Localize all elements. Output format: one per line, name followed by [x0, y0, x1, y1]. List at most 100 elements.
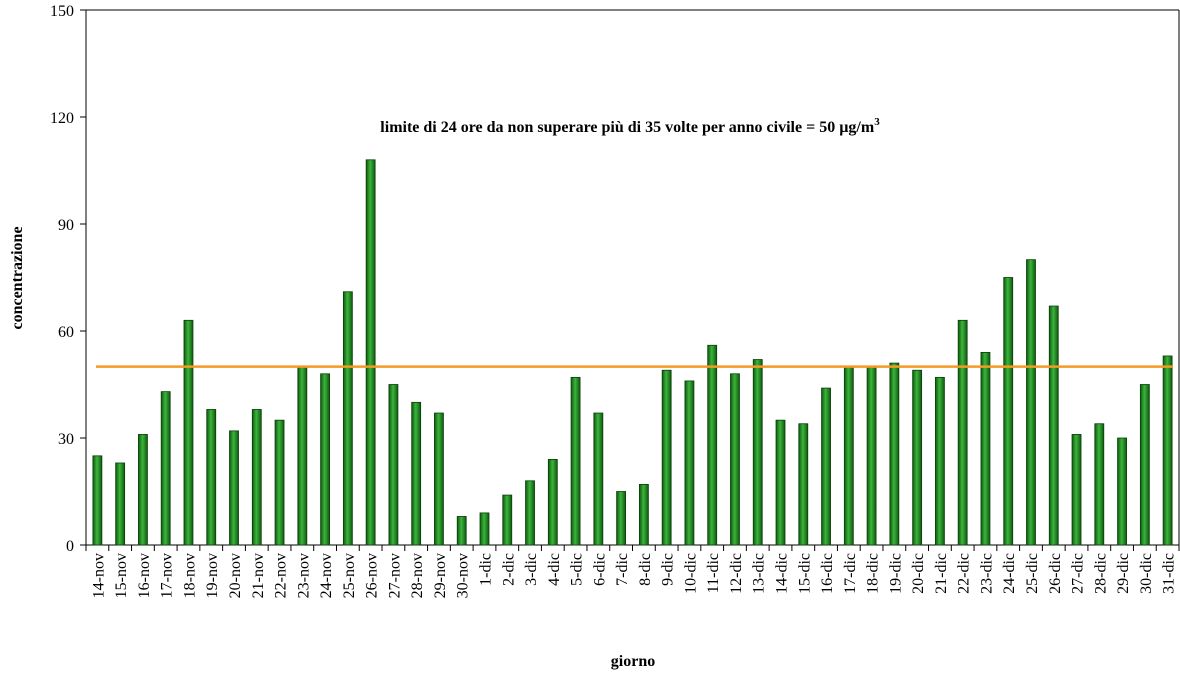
bar: [1003, 277, 1014, 546]
bar: [297, 366, 308, 546]
x-tick-label: 4-dic: [546, 553, 563, 586]
x-tick-label: 17-dic: [842, 553, 859, 594]
bar: [525, 480, 535, 546]
bar: [775, 419, 786, 546]
x-tick-label: 8-dic: [637, 553, 654, 586]
y-tick-label: 0: [66, 538, 74, 555]
x-tick-label: 21-dic: [933, 553, 950, 594]
x-tick-label: 19-dic: [887, 553, 904, 594]
bar: [1139, 384, 1150, 546]
x-tick-label: 29-nov: [432, 553, 449, 598]
bar: [730, 373, 740, 546]
x-tick-label: 20-dic: [910, 553, 927, 594]
bar: [274, 419, 285, 546]
bar: [388, 384, 399, 546]
x-tick-label: 24-nov: [318, 553, 335, 598]
bar: [547, 458, 558, 546]
x-tick-label: 3-dic: [523, 553, 540, 586]
x-tick-label: 27-dic: [1070, 553, 1087, 594]
x-tick-label: 28-dic: [1092, 553, 1109, 594]
x-tick-label: 11-dic: [705, 553, 722, 593]
x-tick-label: 13-dic: [751, 553, 768, 594]
x-tick-label: 14-nov: [90, 553, 107, 598]
x-tick-label: 25-dic: [1024, 553, 1041, 594]
bar: [1026, 259, 1036, 546]
bar: [479, 512, 490, 546]
bar: [342, 291, 353, 546]
bar: [1071, 434, 1082, 546]
x-tick-label: 25-nov: [341, 553, 358, 598]
x-tick-label: 1-dic: [477, 553, 494, 586]
x-tick-label: 12-dic: [728, 553, 745, 594]
bar: [160, 391, 171, 546]
bar: [821, 387, 831, 546]
x-tick-label: 28-nov: [409, 553, 426, 598]
bar: [570, 376, 581, 546]
x-tick-label: 22-dic: [956, 553, 973, 594]
bar: [661, 369, 672, 546]
bar: [866, 366, 877, 546]
y-axis-label: concentrazione: [9, 226, 26, 329]
x-tick-label: 16-nov: [136, 553, 153, 598]
x-tick-label: 30-nov: [455, 553, 472, 598]
x-tick-label: 15-nov: [113, 553, 130, 598]
bar: [957, 319, 968, 546]
bar: [752, 359, 763, 546]
y-tick-label: 90: [58, 217, 74, 234]
bar: [593, 412, 604, 546]
bar: [980, 351, 991, 546]
bar: [502, 494, 513, 546]
x-tick-label: 24-dic: [1001, 553, 1018, 594]
x-tick-label: 22-nov: [273, 553, 290, 598]
x-tick-label: 29-dic: [1115, 553, 1132, 594]
bar: [1162, 355, 1173, 546]
bar: [434, 412, 444, 546]
x-tick-label: 16-dic: [819, 553, 836, 594]
bar: [616, 491, 627, 546]
x-tick-label: 10-dic: [682, 553, 699, 594]
bar: [138, 434, 148, 546]
y-tick-label: 60: [58, 324, 74, 341]
bar: [1094, 423, 1105, 546]
x-tick-label: 21-nov: [250, 553, 267, 598]
bar: [365, 159, 376, 546]
x-tick-label: 2-dic: [500, 553, 517, 586]
bar: [206, 409, 217, 546]
bar: [92, 455, 103, 546]
x-axis-label: giorno: [611, 653, 655, 670]
bar: [115, 462, 126, 546]
x-tick-label: 31-dic: [1161, 553, 1178, 594]
y-tick-label: 30: [58, 431, 74, 448]
bar: [320, 373, 330, 546]
x-tick-label: 30-dic: [1138, 553, 1155, 594]
bar: [798, 423, 809, 546]
bar: [843, 366, 854, 546]
bar: [411, 401, 422, 546]
y-tick-label: 150: [50, 3, 74, 20]
bar: [229, 430, 239, 546]
bar: [935, 376, 945, 546]
x-tick-label: 18-nov: [181, 553, 198, 598]
x-tick-label: 26-dic: [1047, 553, 1064, 594]
x-tick-label: 18-dic: [865, 553, 882, 594]
x-tick-label: 17-nov: [159, 553, 176, 598]
x-tick-label: 9-dic: [660, 553, 677, 586]
x-tick-label: 5-dic: [569, 553, 586, 586]
bar: [1117, 437, 1127, 546]
x-tick-label: 23-nov: [295, 553, 312, 598]
annotation-superscript: 3: [874, 116, 880, 128]
x-tick-label: 14-dic: [774, 553, 791, 594]
x-tick-label: 7-dic: [614, 553, 631, 586]
annotation: limite di 24 ore da non superare più di …: [380, 116, 880, 136]
bar: [456, 516, 467, 546]
bar: [638, 483, 649, 546]
bar: [912, 369, 923, 546]
y-tick-label: 120: [50, 110, 74, 127]
bar: [889, 362, 900, 546]
x-tick-label: 23-dic: [978, 553, 995, 594]
bar: [183, 319, 194, 546]
x-tick-label: 15-dic: [796, 553, 813, 594]
bar: [684, 380, 695, 546]
x-tick-label: 19-nov: [204, 553, 221, 598]
